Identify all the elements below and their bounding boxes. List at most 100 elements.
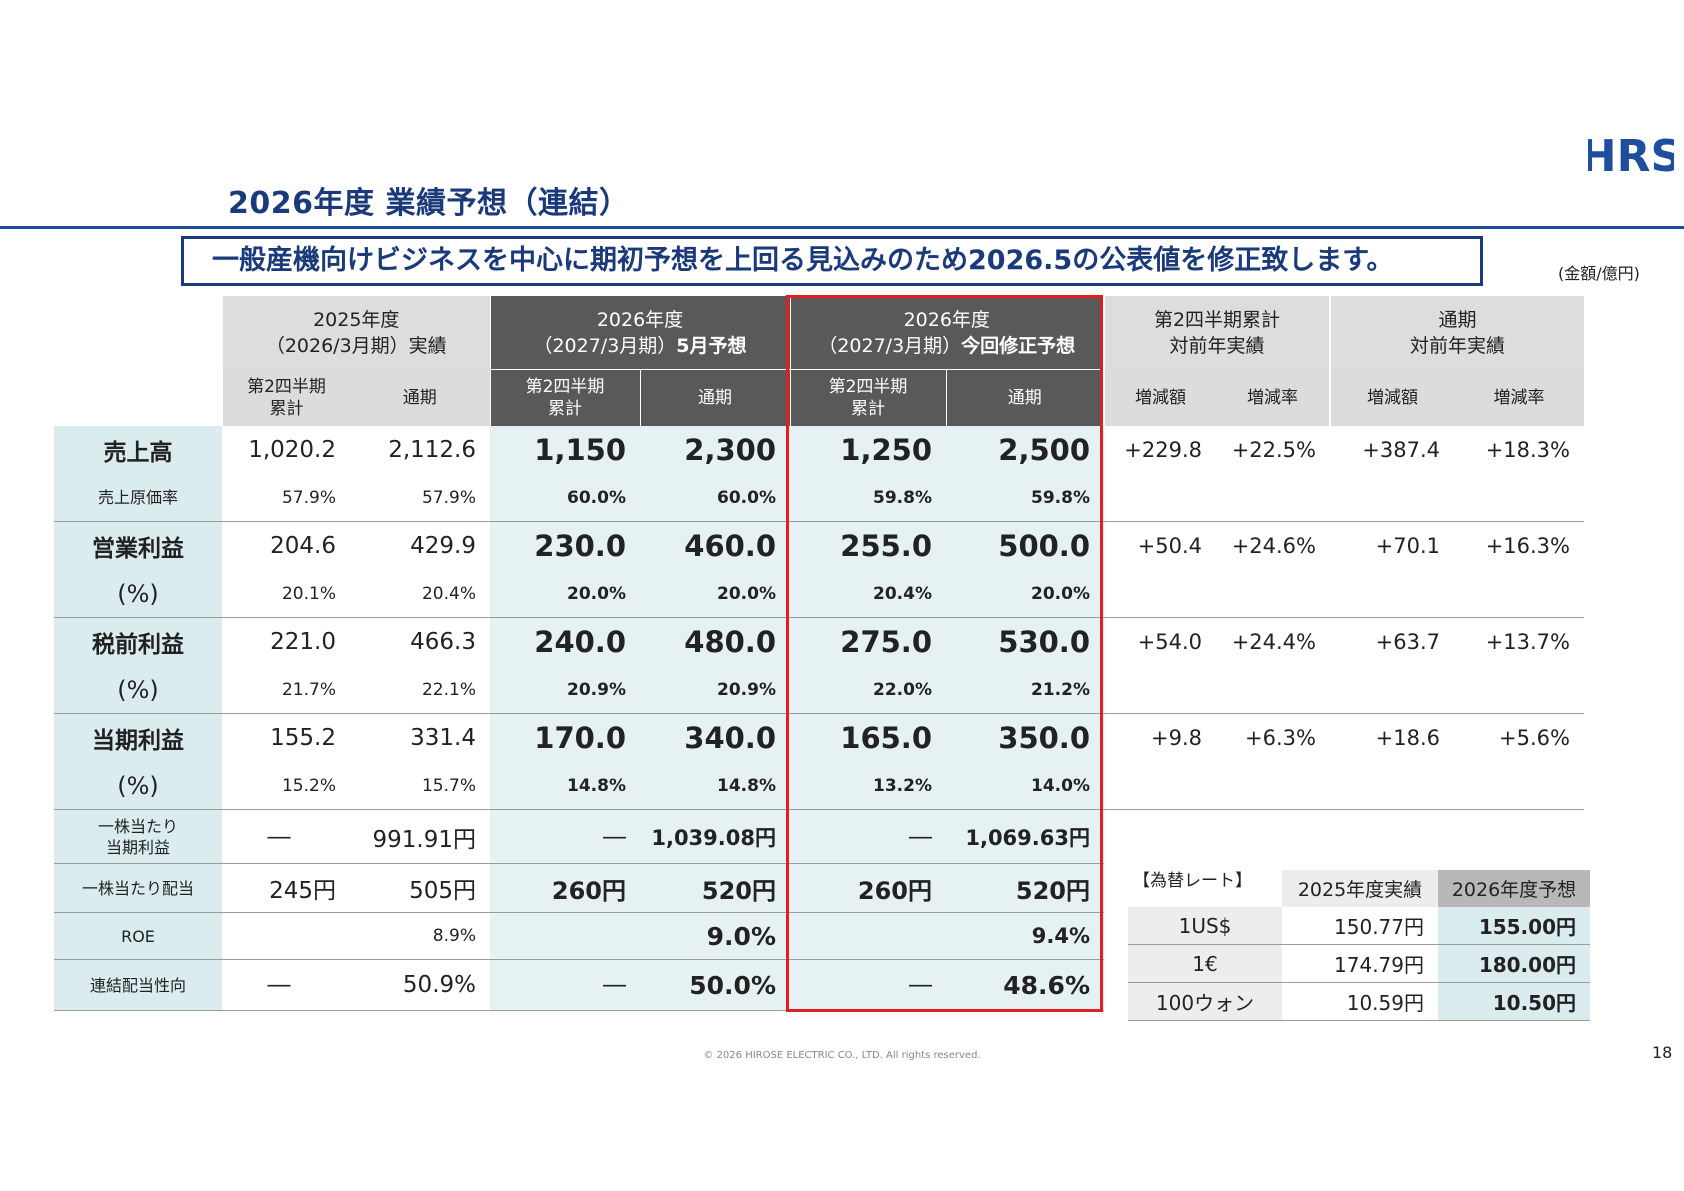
fx-value: 10.59円 [1282, 982, 1438, 1021]
row-label: (%) [54, 570, 222, 618]
page-number: 18 [1652, 1043, 1673, 1062]
cell: 155.2 [222, 713, 350, 762]
sub-rate: 増減率 [1454, 369, 1584, 426]
cell: +9.8 [1151, 726, 1202, 750]
cell: 50.9% [350, 959, 490, 1011]
fx-table: 2025年度実績 2026年度予想 1US$ 150.77円 155.00円 1… [1128, 870, 1590, 1021]
fx-value: 150.77円 [1282, 907, 1438, 945]
fx-row: 100ウォン 10.59円 10.50円 [1128, 982, 1590, 1021]
cell: 22.0% [790, 666, 946, 714]
cell: 15.2% [222, 762, 350, 810]
cell: +18.3% [1485, 438, 1570, 462]
cell: 2,112.6 [350, 426, 490, 474]
cell: 240.0 [490, 617, 640, 666]
cell: 1,020.2 [222, 426, 350, 474]
fx-value: 174.79円 [1282, 944, 1438, 983]
hrs-logo: HRS [1588, 131, 1674, 177]
cell: 255.0 [790, 521, 946, 570]
fx-col-2025: 2025年度実績 [1282, 870, 1438, 907]
cell: 20.4% [350, 570, 490, 618]
table-row: ROE 8.9% 9.0% 9.4% [54, 912, 1584, 960]
fx-header-row: 2025年度実績 2026年度予想 [1128, 870, 1590, 907]
cell: 520円 [946, 863, 1104, 913]
fx-value: 155.00円 [1438, 907, 1590, 945]
cell: 331.4 [350, 713, 490, 762]
cell: 9.0% [640, 912, 790, 960]
cell: 57.9% [350, 474, 490, 522]
cell: +22.5% [1231, 438, 1316, 462]
cell [222, 912, 350, 960]
cell: 1,039.08円 [640, 809, 790, 864]
cell: +18.6 [1375, 726, 1440, 750]
cell: 60.0% [490, 474, 640, 522]
cell: 1,150 [490, 426, 640, 474]
cell: ― [222, 959, 350, 1011]
row-label: 一株当たり 当期利益 [54, 809, 222, 864]
fx-label: 【為替レート】 [1133, 871, 1252, 891]
cell: ― [790, 959, 946, 1011]
table-row: 連結配当性向 ― 50.9% ― 50.0% ― 48.6% [54, 959, 1584, 1011]
cell: +24.4% [1231, 630, 1316, 654]
cell: 20.4% [790, 570, 946, 618]
cell: 340.0 [640, 713, 790, 762]
col-fy2026-revised: 2026年度 （2027/3月期）今回修正予想 [789, 296, 1104, 370]
cell: 429.9 [350, 521, 490, 570]
col-fy2025: 2025年度 （2026/3月期）実績 [221, 296, 490, 370]
cell: 60.0% [640, 474, 790, 522]
fx-col-2026: 2026年度予想 [1438, 870, 1590, 907]
sub-diff: 増減額 [1329, 369, 1454, 426]
cell: 275.0 [790, 617, 946, 666]
cell: 48.6% [946, 959, 1104, 1011]
table-row: 営業利益 204.6 429.9 230.0 460.0 255.0 500.0… [54, 521, 1584, 570]
cell: 20.0% [946, 570, 1104, 618]
cell: ― [790, 809, 946, 864]
cell: 460.0 [640, 521, 790, 570]
table-row: 売上原価率 57.9% 57.9% 60.0% 60.0% 59.8% 59.8… [54, 474, 1584, 522]
header-row-2: 第2四半期 累計 通期 第2四半期 累計 通期 第2四半期 累計 通期 増減額 増減率… [54, 369, 1584, 426]
table-row: 売上高 1,020.2 2,112.6 1,150 2,300 1,250 2,… [54, 426, 1584, 474]
row-label: 売上原価率 [54, 474, 222, 522]
row-label: (%) [54, 666, 222, 714]
cell: 170.0 [490, 713, 640, 762]
cell: 50.0% [640, 959, 790, 1011]
sub-full: 通期 [945, 369, 1104, 426]
row-label: 連結配当性向 [54, 959, 222, 1011]
table-row: 一株当たり配当 245円 505円 260円 520円 260円 520円 [54, 863, 1584, 913]
sub-diff: 増減額 [1103, 369, 1216, 426]
cell [490, 912, 640, 960]
cell: 260円 [790, 863, 946, 913]
cell: 20.9% [640, 666, 790, 714]
cell: +63.7 [1375, 630, 1440, 654]
cell: +24.6% [1231, 534, 1316, 558]
cell: 21.7% [222, 666, 350, 714]
table-row: (%) 15.2% 15.7% 14.8% 14.8% 13.2% 14.0% [54, 762, 1584, 810]
table-row: 税前利益 221.0 466.3 240.0 480.0 275.0 530.0… [54, 617, 1584, 666]
cell: 260円 [490, 863, 640, 913]
cell: 245円 [222, 863, 350, 913]
row-label: 一株当たり配当 [54, 863, 222, 913]
cell: 13.2% [790, 762, 946, 810]
cell: 2,500 [946, 426, 1104, 474]
cell: 20.0% [490, 570, 640, 618]
cell: 165.0 [790, 713, 946, 762]
cell: 505円 [350, 863, 490, 913]
cell: +50.4 [1137, 534, 1202, 558]
corner-cell [54, 296, 222, 370]
cell: 204.6 [222, 521, 350, 570]
cell [790, 912, 946, 960]
col-full-yoy: 通期 対前年実績 [1329, 296, 1584, 370]
cell: 59.8% [946, 474, 1104, 522]
cell: +16.3% [1485, 534, 1570, 558]
fx-currency: 100ウォン [1128, 982, 1282, 1021]
cell: 22.1% [350, 666, 490, 714]
cell: +54.0 [1137, 630, 1202, 654]
row-label: (%) [54, 762, 222, 810]
cell: 14.8% [490, 762, 640, 810]
page-title: 2026年度 業績予想（連結） [228, 186, 630, 221]
table-row: 一株当たり 当期利益 ― 991.91円 ― 1,039.08円 ― 1,069.… [54, 809, 1584, 864]
unit-note: (金額/億円) [1558, 264, 1640, 283]
cell: ― [222, 809, 350, 864]
sub-q2: 第2四半期 累計 [789, 369, 946, 426]
row-label: 売上高 [54, 426, 222, 474]
cell: 57.9% [222, 474, 350, 522]
